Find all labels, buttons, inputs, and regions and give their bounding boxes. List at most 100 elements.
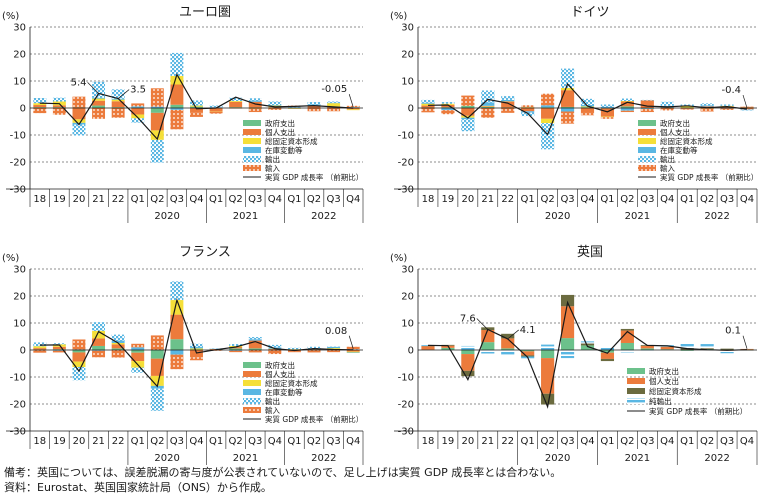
x-tick-3-9: Q1 — [600, 436, 614, 447]
legend-swatch-gov-1 — [638, 120, 656, 126]
bar-inv-2-6 — [150, 375, 164, 386]
legend-swatch-gov-2 — [243, 362, 261, 368]
bar-cons-0-2 — [72, 108, 86, 120]
bar-gov-3-3 — [481, 342, 495, 350]
gdp-line-3 — [427, 300, 748, 409]
legend-label-inv-2: 総固定資本形成 — [265, 378, 318, 388]
x-tick-1-13: Q1 — [680, 194, 694, 205]
bar-stock-0-16 — [346, 107, 360, 108]
bar-inv-0-4 — [111, 99, 125, 102]
bar-exp-0-12 — [268, 101, 282, 106]
legend-swatch-net-3 — [627, 398, 645, 404]
x-tick-2-14: Q2 — [307, 436, 321, 447]
x-tick-3-12: Q4 — [660, 436, 674, 447]
bar-stock-2-4 — [111, 340, 125, 343]
bar-exp-2-3 — [92, 322, 106, 331]
gdp-line-2 — [39, 297, 354, 388]
legend-swatch-inv-1 — [638, 138, 656, 144]
x-tick-0-6: Q2 — [150, 194, 164, 205]
bar-cons-0-3 — [92, 100, 106, 106]
annotation-leader-3-0 — [476, 318, 489, 330]
y-tick-2-5: -20 — [10, 400, 26, 411]
x-tick-0-12: Q4 — [268, 194, 282, 205]
x-tick-3-14: Q2 — [700, 436, 714, 447]
year-label-3-2: 2022 — [704, 453, 729, 464]
bar-exp-2-1 — [52, 343, 66, 345]
bar-cons-0-16 — [346, 108, 360, 110]
bar-exp-1-1 — [441, 102, 455, 104]
year-label-1-2: 2022 — [704, 211, 729, 222]
bar-imp-1-9 — [600, 117, 615, 119]
bar-imp-1-6 — [541, 93, 555, 106]
bar-gov-3-1 — [441, 347, 455, 350]
bar-inv-0-8 — [190, 105, 203, 107]
legend-swatch-gov-0 — [243, 120, 261, 126]
legend-swatch-stock-2 — [243, 389, 261, 395]
bar-exp-0-3 — [92, 81, 106, 98]
bar-stock-1-5 — [521, 111, 535, 113]
y-tick-2-4: -10 — [10, 373, 26, 384]
x-tick-2-15: Q3 — [327, 436, 341, 447]
bar-imp-1-5 — [521, 105, 535, 108]
bar-gov-0-4 — [111, 107, 125, 108]
bar-net-3-4 — [501, 350, 515, 356]
bar-imp-1-8 — [580, 112, 595, 116]
y-tick-1-1: 20 — [401, 50, 414, 61]
gdp-line-1 — [427, 82, 748, 136]
legend-label-cons-1: 個人支出 — [660, 127, 690, 137]
legend-swatch-inv-0 — [243, 138, 261, 144]
y-tick-3-5: -20 — [398, 400, 414, 411]
bar-inv-3-10 — [620, 328, 634, 331]
bar-exp-2-12 — [268, 344, 282, 348]
bar-inv-0-2 — [72, 119, 86, 123]
bar-net-3-3 — [481, 350, 495, 354]
bar-imp-2-10 — [229, 350, 243, 353]
x-tick-0-0: 18 — [33, 194, 46, 205]
bar-exp-1-7 — [560, 68, 575, 89]
bar-exp-2-13 — [287, 347, 301, 350]
bar-gov-2-3 — [92, 345, 106, 350]
bar-stock-1-14 — [700, 105, 714, 107]
bar-exp-2-6 — [150, 388, 164, 411]
year-label-1-1: 2021 — [625, 211, 650, 222]
bar-exp-1-2 — [461, 119, 475, 132]
legend-label-cons-2: 個人支出 — [265, 369, 295, 379]
bar-gov-0-6 — [150, 108, 164, 113]
bar-exp-1-16 — [740, 109, 754, 111]
bar-imp-2-1 — [52, 350, 66, 353]
bar-imp-0-6 — [150, 88, 164, 107]
x-tick-3-3: 21 — [481, 436, 494, 447]
bar-imp-0-4 — [111, 108, 125, 118]
bar-inv-3-15 — [720, 348, 734, 350]
bar-cons-3-5 — [521, 351, 535, 356]
legend-label-exp-1: 輸出 — [660, 154, 675, 164]
bar-cons-2-8 — [190, 350, 203, 358]
bar-cons-1-4 — [501, 101, 515, 108]
bar-inv-2-0 — [33, 346, 47, 349]
bar-cons-1-8 — [580, 108, 595, 113]
bar-exp-2-4 — [111, 334, 125, 341]
bar-gov-0-3 — [92, 105, 106, 108]
bar-imp-0-14 — [307, 108, 321, 112]
x-tick-2-9: Q1 — [209, 436, 223, 447]
bar-stock-0-5 — [131, 106, 145, 108]
bar-inv-1-13 — [680, 106, 694, 108]
bar-exp-2-8 — [190, 343, 203, 348]
bar-stock-2-15 — [327, 346, 341, 349]
legend-swatch-exp-1 — [638, 156, 656, 162]
bar-cons-3-16 — [740, 348, 754, 350]
bar-gov-1-3 — [481, 106, 495, 108]
y-tick-1-3: 0 — [408, 104, 414, 115]
bar-imp-1-0 — [421, 108, 435, 113]
bar-imp-0-5 — [131, 103, 145, 107]
bar-exp-0-8 — [190, 100, 203, 106]
legend-label-cons-3: 個人支出 — [649, 376, 679, 386]
bar-cons-0-8 — [190, 108, 203, 113]
bar-cons-1-11 — [640, 100, 654, 108]
bar-inv-2-15 — [327, 348, 341, 350]
bar-gov-2-2 — [72, 350, 86, 353]
bar-gov-3-9 — [600, 350, 615, 353]
bar-stock-0-7 — [170, 108, 184, 110]
bar-inv-2-3 — [92, 330, 106, 339]
data-label-3-1: 4.1 — [520, 325, 536, 336]
